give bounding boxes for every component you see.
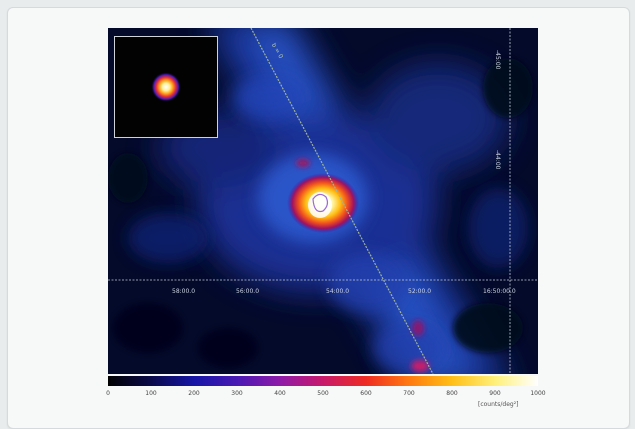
- psf-inset: [114, 36, 218, 138]
- galactic-plane-line: [250, 28, 434, 374]
- colorbar-tick: 100: [145, 390, 157, 397]
- dec-label: -45:00: [494, 50, 501, 70]
- dec-label: -44:00: [494, 150, 501, 170]
- ra-label: 52:00.0: [408, 288, 432, 295]
- colorbar-tick: 300: [231, 390, 243, 397]
- colorbar-tick: 400: [274, 390, 286, 397]
- colorbar-tick: 200: [188, 390, 200, 397]
- colorbar: [108, 376, 538, 386]
- psf-image: [151, 72, 181, 102]
- colorbar-tick: 600: [360, 390, 372, 397]
- ra-label: 58:00.0: [172, 288, 196, 295]
- colorbar-unit: [counts/deg²]: [478, 401, 519, 408]
- xray-sky-map: 58:00.0 56:00.0 54:00.0 52:00.0 16:50:00…: [108, 28, 538, 374]
- colorbar-tick: 1000: [530, 390, 546, 397]
- colorbar-tick: 900: [489, 390, 501, 397]
- ra-label: 16:50:00.0: [483, 288, 516, 295]
- colorbar-tick: 0: [106, 390, 110, 397]
- ra-label: 54:00.0: [326, 288, 350, 295]
- colorbar-tick: 700: [403, 390, 415, 397]
- colorbar-tick: 500: [317, 390, 329, 397]
- colorbar-tick: 800: [446, 390, 458, 397]
- colorbar-ticks: 0 100 200 300 400 500 600 700 800 900 10…: [106, 390, 546, 400]
- ra-label: 56:00.0: [236, 288, 260, 295]
